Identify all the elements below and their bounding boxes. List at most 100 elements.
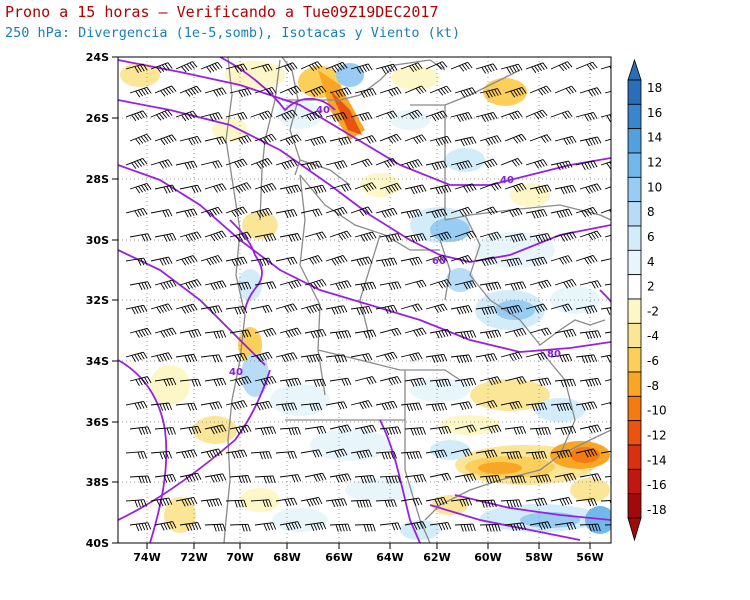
wind-barb-feather bbox=[594, 474, 599, 481]
wind-barb-feather bbox=[561, 63, 567, 70]
wind-barb-feather bbox=[167, 159, 173, 167]
wind-barb-feather bbox=[609, 161, 611, 166]
wind-barb-feather bbox=[165, 353, 170, 360]
wind-barb-feather bbox=[288, 137, 294, 145]
wind-barb-feather bbox=[268, 88, 274, 95]
wind-barb-feather bbox=[243, 306, 248, 314]
wind-barb-feather bbox=[619, 500, 621, 507]
wind-barb-feather bbox=[191, 233, 196, 240]
wind-barb-feather bbox=[471, 230, 477, 238]
wind-barb-feather bbox=[416, 329, 421, 337]
wind-barb-feather bbox=[235, 186, 241, 193]
wind-barb-feather bbox=[340, 449, 345, 457]
wind-barb-feather bbox=[237, 500, 241, 508]
wind-barb-feather bbox=[572, 185, 577, 192]
wind-barb-feather bbox=[347, 330, 352, 338]
wind-barb-feather bbox=[438, 186, 443, 194]
wind-barb-feather bbox=[390, 401, 395, 409]
wind-barb-feather bbox=[222, 473, 227, 481]
wind-barb-feather bbox=[172, 377, 177, 385]
wind-barb-feather bbox=[315, 304, 320, 312]
wind-barb-feather bbox=[265, 499, 269, 507]
wind-barb-feather bbox=[343, 354, 348, 362]
wind-barb-feather bbox=[137, 451, 141, 460]
wind-barb-feather bbox=[569, 232, 574, 240]
wind-barb-feather bbox=[272, 475, 276, 483]
wind-barb-feather bbox=[322, 522, 327, 530]
colorbar-swatch bbox=[627, 274, 642, 300]
wind-barb-feather bbox=[493, 136, 499, 143]
wind-barb-feather bbox=[540, 257, 545, 265]
wind-barb-feather bbox=[517, 63, 523, 71]
wind-barb-feather bbox=[536, 112, 542, 119]
wind-barb-feather bbox=[413, 235, 418, 242]
wind-barb-feather bbox=[494, 89, 499, 96]
wind-barb-feather bbox=[247, 329, 252, 337]
wind-barb-feather bbox=[497, 329, 502, 337]
wind-barb-feather bbox=[291, 329, 296, 337]
wind-barb-feather bbox=[291, 475, 296, 483]
wind-barb-feather bbox=[184, 355, 189, 363]
wind-barb-feather bbox=[269, 282, 274, 290]
wind-barb-feather bbox=[392, 208, 398, 215]
wind-barb-feather bbox=[481, 67, 487, 74]
lat-tick-label: 28S bbox=[86, 173, 109, 186]
wind-barb-feather bbox=[338, 90, 343, 97]
wind-barb-feather bbox=[540, 304, 545, 312]
wind-barb-feather bbox=[235, 427, 240, 435]
wind-barb-feather bbox=[146, 87, 152, 94]
wind-barb-feather bbox=[540, 451, 544, 459]
wind-barb-feather bbox=[340, 498, 345, 506]
wind-barb-feather bbox=[384, 210, 389, 218]
wind-barb-feather bbox=[169, 185, 174, 193]
wind-barb-shaft bbox=[479, 281, 498, 286]
wind-barb-feather bbox=[284, 403, 289, 411]
wind-barb-feather bbox=[164, 110, 170, 118]
wind-barb-feather bbox=[585, 139, 590, 147]
wind-barb-feather bbox=[566, 427, 571, 435]
wind-barb-feather bbox=[488, 331, 493, 339]
wind-barb-feather bbox=[411, 64, 417, 71]
wind-barb-feather bbox=[331, 115, 336, 122]
wind-barb-feather bbox=[544, 328, 549, 336]
colorbar-swatch bbox=[627, 444, 642, 470]
wind-barb-feather bbox=[547, 521, 552, 529]
wind-barb-feather bbox=[267, 63, 273, 71]
wind-barb-feather bbox=[509, 402, 514, 410]
wind-barb-feather bbox=[291, 186, 296, 193]
wind-barb-feather bbox=[140, 352, 145, 360]
wind-barb-feather bbox=[492, 206, 498, 214]
wind-barb-feather bbox=[306, 499, 311, 507]
wind-barb-feather bbox=[418, 497, 423, 505]
wind-barb-feather bbox=[446, 85, 452, 93]
wind-barb-feather bbox=[260, 428, 265, 436]
wind-barb-feather bbox=[462, 355, 467, 363]
wind-barb-feather bbox=[546, 279, 552, 287]
wind-barb-feather bbox=[166, 378, 171, 386]
wind-barb-feather bbox=[172, 233, 177, 241]
wind-barb-feather bbox=[185, 235, 191, 242]
wind-barb-feather bbox=[563, 138, 568, 146]
wind-barb-feather bbox=[542, 159, 548, 166]
wind-barb-shaft bbox=[604, 186, 611, 190]
wind-barb-feather bbox=[387, 137, 394, 144]
wind-barb-feather bbox=[568, 280, 574, 287]
colorbar-swatch bbox=[627, 103, 642, 130]
isotach-label: 40 bbox=[316, 105, 330, 116]
wind-barb-feather bbox=[197, 184, 202, 192]
wind-barb-feather bbox=[184, 306, 189, 313]
chart-title: Prono a 15 horas — Verificando a Tue09Z1… bbox=[5, 3, 439, 21]
wind-barb-feather bbox=[584, 307, 589, 314]
wind-barb-feather bbox=[489, 159, 495, 167]
wind-barb-shaft bbox=[375, 63, 394, 70]
wind-barb-feather bbox=[585, 332, 590, 340]
wind-barb-feather bbox=[290, 257, 295, 265]
wind-barb-feather bbox=[213, 426, 218, 434]
wind-barb-feather bbox=[139, 159, 145, 166]
wind-barb-feather bbox=[212, 499, 217, 507]
wind-barb-feather bbox=[512, 306, 517, 314]
wind-barb-feather bbox=[321, 279, 327, 286]
wind-barb-feather bbox=[490, 353, 495, 361]
wind-barb-feather bbox=[593, 448, 598, 456]
wind-barb-feather bbox=[269, 328, 274, 336]
